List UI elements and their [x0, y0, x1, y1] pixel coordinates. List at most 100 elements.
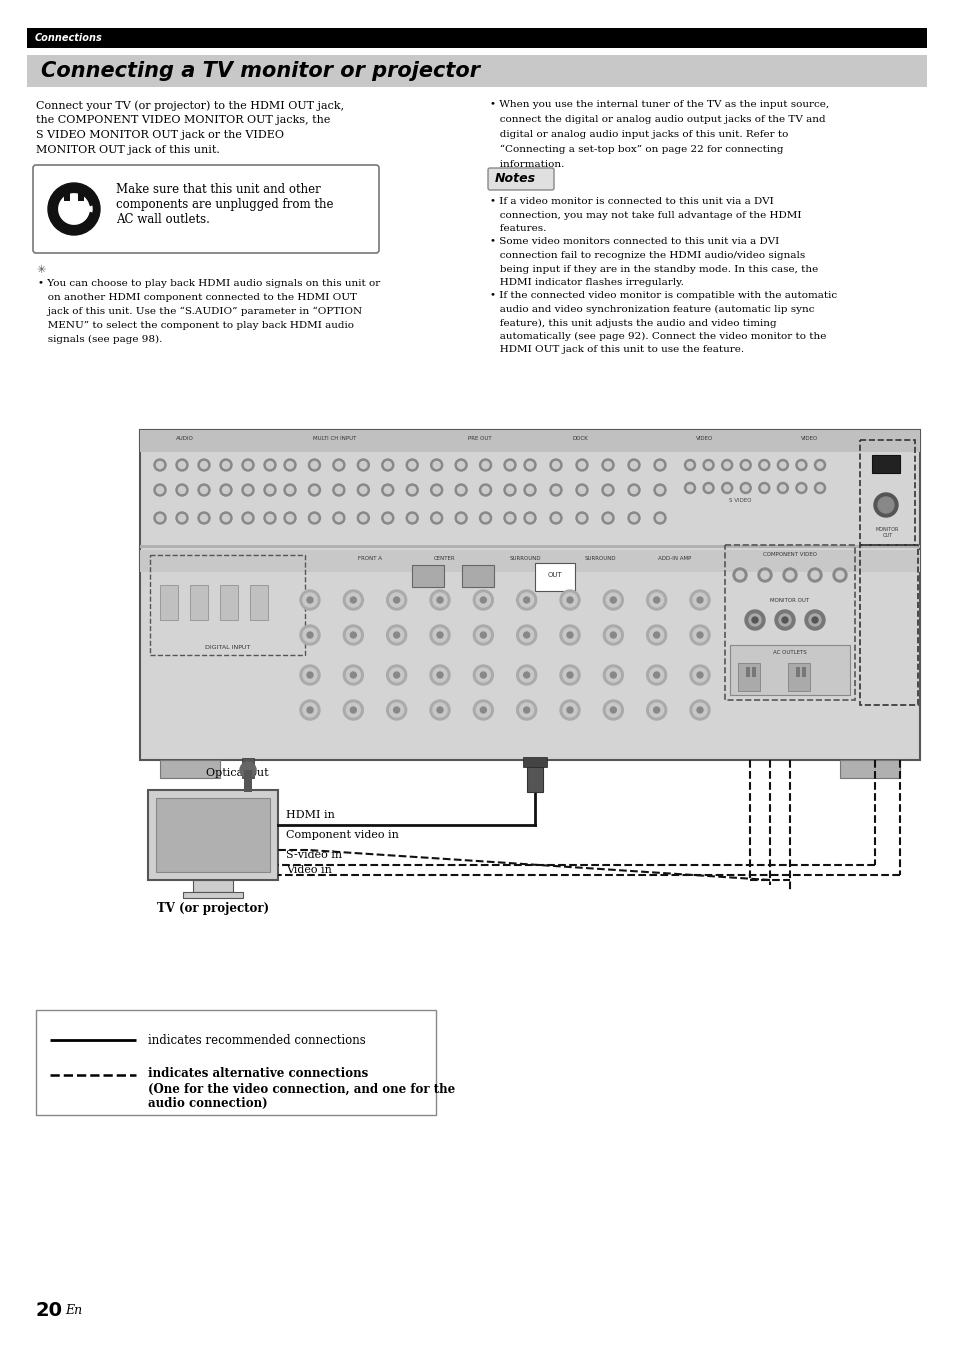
Text: • If a video monitor is connected to this unit via a DVI: • If a video monitor is connected to thi… [490, 197, 773, 206]
Text: DOCK: DOCK [572, 435, 587, 441]
Bar [183, 892, 243, 898]
Text: audio and video synchronization feature (automatic lip sync: audio and video synchronization feature … [490, 305, 814, 314]
Bar [840, 760, 899, 778]
Bar [64, 187, 70, 201]
Circle shape [684, 483, 695, 493]
Circle shape [479, 484, 491, 496]
Text: MONITOR OUT jack of this unit.: MONITOR OUT jack of this unit. [36, 146, 219, 155]
Circle shape [264, 512, 275, 524]
Text: • Some video monitors connected to this unit via a DVI: • Some video monitors connected to this … [490, 237, 779, 247]
Circle shape [627, 512, 639, 524]
Circle shape [389, 669, 403, 682]
Text: OUT: OUT [547, 572, 561, 578]
Circle shape [654, 460, 665, 470]
Text: indicates alternative connections: indicates alternative connections [148, 1068, 368, 1080]
Circle shape [303, 669, 316, 682]
Circle shape [479, 706, 486, 713]
Circle shape [299, 590, 319, 611]
Circle shape [357, 484, 369, 496]
Circle shape [550, 460, 561, 470]
Circle shape [606, 704, 619, 717]
Circle shape [653, 706, 659, 713]
Circle shape [357, 460, 369, 470]
Circle shape [408, 515, 416, 522]
Circle shape [807, 568, 821, 582]
Circle shape [308, 484, 320, 496]
Text: Optical out: Optical out [206, 768, 269, 778]
Circle shape [346, 628, 360, 642]
Text: jack of this unit. Use the “S.AUDIO” parameter in “OPTION: jack of this unit. Use the “S.AUDIO” par… [38, 307, 362, 317]
Bar [150, 555, 305, 655]
Circle shape [303, 593, 316, 607]
Circle shape [473, 665, 493, 685]
Bar [27, 55, 926, 88]
Circle shape [311, 515, 317, 522]
Circle shape [689, 590, 709, 611]
Circle shape [242, 484, 253, 496]
Bar [859, 545, 917, 705]
Text: VIDEO: VIDEO [696, 435, 713, 441]
Circle shape [406, 512, 417, 524]
Circle shape [476, 669, 490, 682]
Circle shape [654, 484, 665, 496]
Text: on another HDMI component connected to the HDMI OUT: on another HDMI component connected to t… [38, 293, 356, 302]
Circle shape [479, 512, 491, 524]
Circle shape [656, 487, 662, 493]
Circle shape [286, 515, 294, 522]
Circle shape [386, 665, 406, 685]
Circle shape [244, 487, 252, 493]
Text: “Connecting a set-top box” on page 22 for connecting: “Connecting a set-top box” on page 22 fo… [490, 146, 782, 154]
Circle shape [692, 628, 706, 642]
Circle shape [455, 512, 467, 524]
Circle shape [654, 512, 665, 524]
Circle shape [578, 487, 585, 493]
Circle shape [705, 485, 711, 491]
Text: AC wall outlets.: AC wall outlets. [116, 213, 210, 226]
Text: being input if they are in the standby mode. In this case, the: being input if they are in the standby m… [490, 264, 818, 274]
Circle shape [346, 593, 360, 607]
Circle shape [656, 461, 662, 469]
Circle shape [559, 665, 579, 685]
Circle shape [798, 485, 803, 491]
Text: connect the digital or analog audio output jacks of the TV and: connect the digital or analog audio outp… [490, 115, 824, 124]
Circle shape [436, 673, 442, 678]
Circle shape [503, 460, 516, 470]
Circle shape [359, 461, 367, 469]
Circle shape [604, 461, 611, 469]
Circle shape [779, 613, 790, 625]
Circle shape [200, 461, 208, 469]
Text: MENU” to select the component to play back HDMI audio: MENU” to select the component to play ba… [38, 321, 354, 330]
Circle shape [774, 611, 794, 630]
Circle shape [343, 625, 363, 644]
Circle shape [433, 628, 447, 642]
Circle shape [506, 515, 513, 522]
Circle shape [653, 673, 659, 678]
Circle shape [430, 665, 450, 685]
Circle shape [689, 665, 709, 685]
Circle shape [506, 461, 513, 469]
Circle shape [606, 669, 619, 682]
Circle shape [394, 706, 399, 713]
Circle shape [299, 665, 319, 685]
Circle shape [433, 461, 439, 469]
Text: Component video in: Component video in [286, 830, 398, 840]
Bar [27, 28, 926, 49]
Circle shape [178, 461, 185, 469]
Circle shape [307, 597, 313, 603]
Circle shape [153, 512, 166, 524]
Circle shape [359, 515, 367, 522]
Circle shape [601, 484, 614, 496]
Circle shape [175, 512, 188, 524]
Circle shape [433, 515, 439, 522]
Circle shape [720, 460, 732, 470]
Bar [140, 430, 919, 760]
Circle shape [832, 568, 846, 582]
Circle shape [760, 462, 766, 468]
Circle shape [266, 487, 274, 493]
Circle shape [430, 512, 442, 524]
Text: MONITOR
OUT: MONITOR OUT [875, 527, 899, 538]
Text: • You can choose to play back HDMI audio signals on this unit or: • You can choose to play back HDMI audio… [38, 279, 380, 288]
Bar [729, 644, 849, 696]
Circle shape [394, 597, 399, 603]
Circle shape [381, 484, 394, 496]
